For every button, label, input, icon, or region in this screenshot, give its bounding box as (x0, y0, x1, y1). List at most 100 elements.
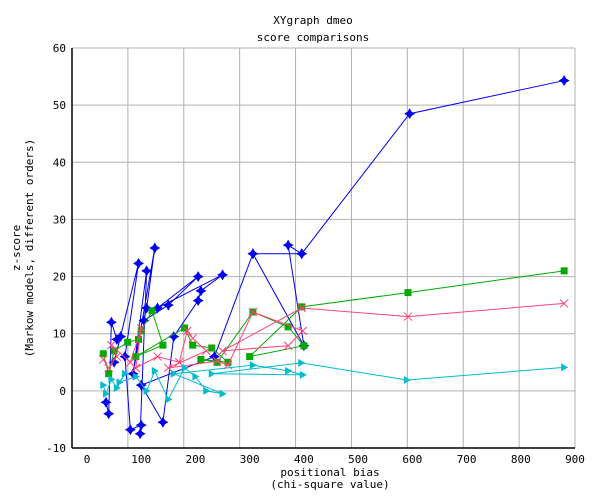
data-point-star (247, 248, 259, 260)
data-point-bowtie (153, 352, 162, 361)
data-point-square (213, 358, 221, 366)
data-point-triangle (170, 369, 178, 378)
data-point-square (197, 355, 205, 363)
data-point-triangle (192, 372, 200, 381)
x-axis-label: positional bias (280, 466, 379, 479)
data-point-triangle (113, 384, 121, 392)
data-point-bowtie (131, 363, 141, 373)
data-point-square (132, 353, 140, 361)
data-point-square (99, 350, 107, 358)
y-tick-label: 20 (53, 271, 66, 284)
data-point-triangle (116, 378, 124, 387)
data-point-square (189, 341, 197, 349)
data-point-square (105, 370, 113, 378)
data-point-triangle (285, 366, 293, 375)
data-point-triangle (181, 364, 189, 372)
data-point-bowtie (182, 326, 192, 336)
x-axis-label-sub: (chi-square value) (270, 478, 389, 491)
data-point-triangle (249, 361, 257, 370)
data-point-bowtie (212, 356, 222, 366)
data-point-star (192, 295, 204, 307)
series-green (99, 267, 568, 378)
data-point-square (284, 323, 292, 331)
x-tick-label: 200 (186, 453, 206, 466)
data-point-triangle (208, 369, 216, 378)
data-point-star (115, 331, 127, 343)
series-line-green (102, 270, 565, 374)
x-tick-label: 500 (348, 453, 368, 466)
data-point-bowtie (98, 355, 108, 364)
data-point-triangle (100, 381, 108, 390)
data-point-star (141, 302, 153, 314)
data-point-star (162, 299, 174, 311)
y-tick-label: 50 (53, 99, 66, 112)
data-point-star (141, 265, 153, 277)
data-point-triangle (219, 389, 227, 398)
x-tick-label: 800 (511, 453, 531, 466)
data-point-triangle (151, 366, 159, 375)
series-layer (98, 75, 570, 440)
data-point-star (195, 285, 207, 297)
data-point-triangle (403, 376, 411, 384)
y-tick-label: 40 (53, 156, 66, 169)
x-tick-label: 400 (294, 453, 314, 466)
data-point-star (152, 302, 163, 314)
data-point-square (124, 338, 132, 346)
data-point-bowtie (104, 363, 114, 373)
data-point-star (100, 396, 112, 408)
series-line-pink (102, 302, 565, 369)
chart-title: XYgraph dmeo (273, 14, 352, 27)
data-point-bowtie (298, 326, 308, 336)
y-tick-label: -10 (46, 442, 66, 455)
series-cyan (100, 358, 569, 404)
x-tick-label: 700 (457, 453, 477, 466)
data-point-star (135, 419, 147, 431)
y-tick-label: 10 (53, 328, 66, 341)
chart-subtitle: score comparisons (257, 31, 370, 44)
data-point-bowtie (223, 360, 233, 370)
data-point-triangle (143, 386, 151, 395)
data-point-triangle (298, 358, 306, 367)
data-point-bowtie (107, 340, 116, 350)
data-point-triangle (203, 386, 211, 395)
data-point-square (560, 267, 568, 275)
data-point-star (103, 408, 115, 420)
x-tick-label: 600 (402, 453, 422, 466)
data-point-square (224, 358, 232, 366)
data-point-square (300, 342, 308, 350)
data-point-star (105, 316, 117, 328)
data-point-square (148, 307, 156, 315)
data-point-bowtie (248, 307, 258, 317)
data-point-square (159, 341, 167, 349)
data-point-square (404, 289, 412, 297)
x-tick-label: 0 (84, 453, 91, 466)
data-point-triangle (121, 369, 129, 378)
data-point-bowtie (559, 299, 569, 308)
data-point-bowtie (297, 303, 307, 313)
data-point-star (157, 416, 169, 428)
data-point-star (134, 428, 146, 440)
data-point-square (246, 353, 254, 361)
data-point-star (138, 315, 150, 327)
data-point-bowtie (112, 352, 122, 361)
y-tick-label: 30 (53, 213, 66, 226)
data-point-star (282, 239, 294, 251)
data-point-square (298, 303, 306, 311)
data-point-bowtie (218, 346, 227, 356)
data-point-star (217, 269, 229, 281)
data-point-square (208, 344, 216, 352)
data-point-bowtie (136, 323, 146, 333)
data-point-triangle (561, 363, 569, 372)
y-tick-label: 0 (59, 385, 66, 398)
data-point-bowtie (283, 341, 293, 351)
data-point-star (192, 271, 204, 283)
series-blue (100, 75, 570, 440)
data-point-triangle (165, 395, 173, 404)
data-point-star (124, 424, 136, 436)
data-point-star (296, 248, 308, 260)
data-point-triangle (108, 375, 116, 384)
x-tick-label: 900 (565, 453, 585, 466)
